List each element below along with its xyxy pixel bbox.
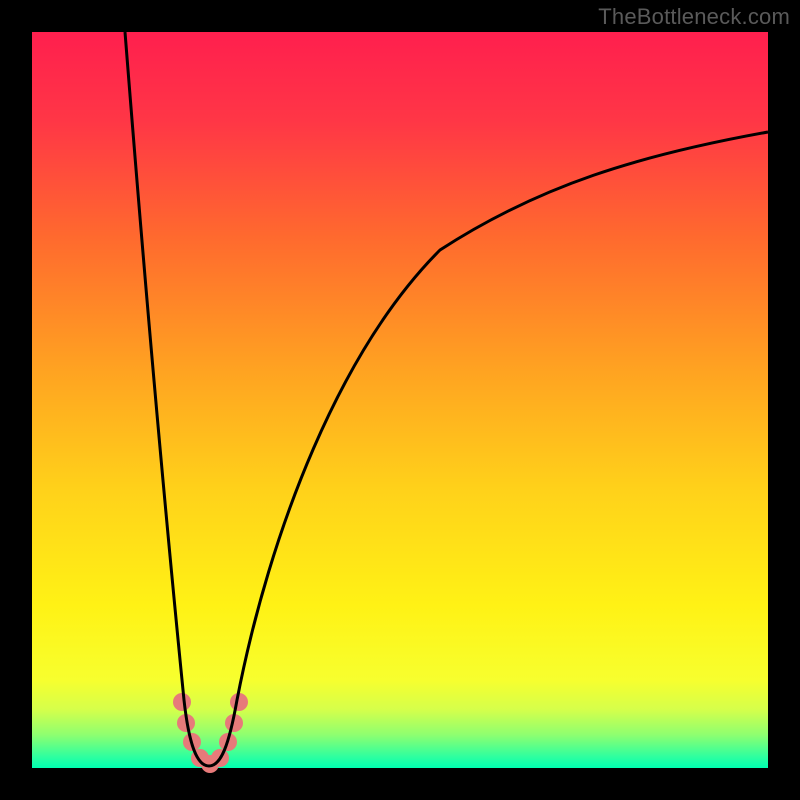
gradient-plot-area — [32, 32, 768, 768]
bottleneck-chart — [0, 0, 800, 800]
chart-stage: TheBottleneck.com — [0, 0, 800, 800]
watermark-label: TheBottleneck.com — [598, 4, 790, 30]
bead-marker — [173, 693, 191, 711]
